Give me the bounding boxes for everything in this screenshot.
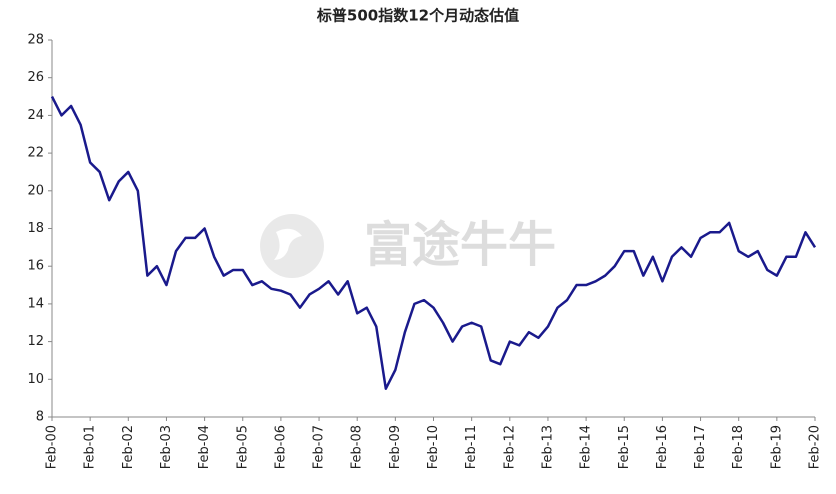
x-tick-label: Feb-15: [617, 425, 632, 469]
y-tick-label: 10: [27, 372, 44, 387]
x-tick-label: Feb-01: [83, 425, 98, 469]
x-tick-label: Feb-13: [540, 425, 555, 469]
x-tick-label: Feb-20: [808, 425, 823, 469]
y-tick-label: 24: [27, 108, 44, 123]
y-tick-label: 28: [27, 33, 44, 48]
y-tick-label: 18: [27, 221, 44, 236]
x-tick-label: Feb-18: [731, 425, 746, 469]
x-tick-label: Feb-19: [769, 425, 784, 469]
chart-title: 标普500指数12个月动态估值: [316, 7, 519, 25]
x-tick-label: Feb-12: [502, 425, 517, 469]
y-tick-label: 26: [27, 70, 44, 85]
y-tick-label: 16: [27, 259, 44, 274]
x-tick-label: Feb-07: [312, 425, 327, 469]
x-tick-label: Feb-08: [350, 425, 365, 469]
y-tick-label: 8: [36, 410, 44, 425]
x-tick-label: Feb-10: [426, 425, 441, 469]
x-tick-label: Feb-14: [579, 425, 594, 469]
x-tick-label: Feb-05: [235, 425, 250, 469]
x-tick-label: Feb-00: [45, 425, 60, 469]
y-tick-label: 20: [27, 183, 44, 198]
x-tick-label: Feb-02: [121, 425, 136, 469]
y-tick-label: 14: [27, 296, 44, 311]
y-tick-label: 12: [27, 334, 44, 349]
x-tick-label: Feb-16: [655, 425, 670, 469]
x-tick-label: Feb-03: [159, 425, 174, 469]
x-tick-label: Feb-06: [273, 425, 288, 469]
watermark: 富途牛牛: [364, 217, 556, 273]
x-tick-label: Feb-04: [197, 425, 212, 469]
line: [50, 95, 817, 390]
x-tick-label: Feb-11: [464, 425, 479, 469]
x-tick-label: Feb-09: [388, 425, 403, 469]
x-tick-label: Feb-17: [693, 425, 708, 469]
y-tick-label: 22: [27, 146, 44, 161]
watermark-logo: [260, 214, 324, 278]
